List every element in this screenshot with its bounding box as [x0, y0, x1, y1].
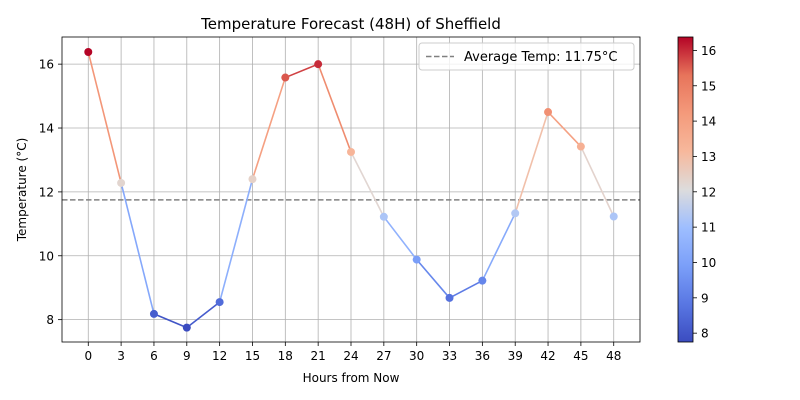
- data-point: [281, 73, 290, 82]
- data-point: [412, 255, 421, 264]
- colorbar-tick-label: 15: [701, 79, 716, 93]
- colorbar-ticks: 8 9 10 11 12 13 14 15 16: [693, 44, 716, 341]
- x-tick-label: 42: [540, 349, 555, 363]
- x-axis-ticks: 0 3 6 9 12 15 18 21 24 27 30 33 36 39 42 45 48: [84, 342, 621, 363]
- y-tick-label: 14: [39, 122, 54, 136]
- line-segment: [317, 63, 352, 153]
- colorbar-gradient: [677, 36, 694, 343]
- x-tick-label: 33: [442, 349, 457, 363]
- line-segment: [514, 111, 549, 214]
- data-point: [248, 175, 257, 184]
- data-point: [215, 298, 224, 307]
- x-tick-label: 18: [278, 349, 293, 363]
- y-tick-label: 16: [39, 58, 54, 72]
- line-segment: [580, 146, 615, 217]
- line-segment: [120, 182, 155, 315]
- colorbar-tick-label: 8: [701, 327, 709, 341]
- data-point: [609, 212, 618, 221]
- x-tick-label: 9: [183, 349, 191, 363]
- y-axis-ticks: 8 10 12 14 16: [39, 58, 62, 327]
- data-point: [314, 60, 323, 69]
- colorbar-tick-label: 10: [701, 256, 716, 270]
- colorbar-tick-label: 12: [701, 185, 716, 199]
- x-tick-label: 3: [117, 349, 125, 363]
- line-segment: [218, 178, 254, 303]
- x-tick-label: 36: [475, 349, 490, 363]
- line-segment: [449, 279, 483, 299]
- y-tick-label: 8: [46, 313, 54, 327]
- x-tick-label: 12: [212, 349, 227, 363]
- x-tick-label: 48: [606, 349, 621, 363]
- data-point: [511, 209, 520, 218]
- line-segment: [350, 151, 385, 218]
- x-tick-label: 24: [343, 349, 358, 363]
- x-tick-label: 27: [376, 349, 391, 363]
- data-point: [478, 276, 487, 285]
- data-point: [149, 309, 158, 318]
- x-tick-label: 39: [508, 349, 523, 363]
- line-segment: [383, 216, 418, 261]
- data-point: [445, 293, 454, 302]
- data-point: [182, 323, 191, 332]
- line-segment: [251, 77, 287, 180]
- y-tick-label: 10: [39, 249, 54, 263]
- y-tick-label: 12: [39, 185, 54, 199]
- line-segment: [186, 301, 221, 329]
- line-segment: [416, 259, 451, 299]
- colorbar: 8 9 10 11 12 13 14 15 16: [677, 36, 716, 343]
- x-axis-label: Hours from Now: [303, 371, 400, 385]
- colorbar-tick-label: 13: [701, 150, 716, 164]
- line-segment: [87, 51, 122, 184]
- series-line-segments: [87, 51, 615, 329]
- colorbar-tick-label: 14: [701, 115, 716, 129]
- data-point: [84, 48, 93, 57]
- data-point: [347, 147, 355, 156]
- x-tick-label: 6: [150, 349, 158, 363]
- x-tick-label: 0: [84, 349, 92, 363]
- data-point: [117, 178, 126, 187]
- colorbar-tick-label: 11: [701, 221, 716, 235]
- series-points: [84, 48, 618, 332]
- legend-label: Average Temp: 11.75°C: [464, 50, 617, 65]
- chart-title: Temperature Forecast (48H) of Sheffield: [200, 15, 501, 33]
- line-segment: [285, 63, 319, 79]
- legend-box: [418, 42, 635, 71]
- x-tick-label: 15: [245, 349, 260, 363]
- colorbar-tick-label: 9: [701, 291, 709, 305]
- data-point: [544, 108, 553, 117]
- grid-lines: [62, 37, 640, 342]
- colorbar-tick-label: 16: [701, 44, 716, 58]
- y-axis-label: Temperature (°C): [15, 138, 29, 243]
- x-tick-label: 30: [409, 349, 424, 363]
- line-segment: [153, 313, 188, 329]
- line-segment: [547, 111, 582, 148]
- x-tick-label: 45: [573, 349, 588, 363]
- line-segment: [481, 212, 516, 282]
- data-point: [379, 212, 388, 221]
- data-point: [576, 142, 585, 151]
- legend: Average Temp: 11.75°C: [418, 42, 635, 71]
- x-tick-label: 21: [311, 349, 326, 363]
